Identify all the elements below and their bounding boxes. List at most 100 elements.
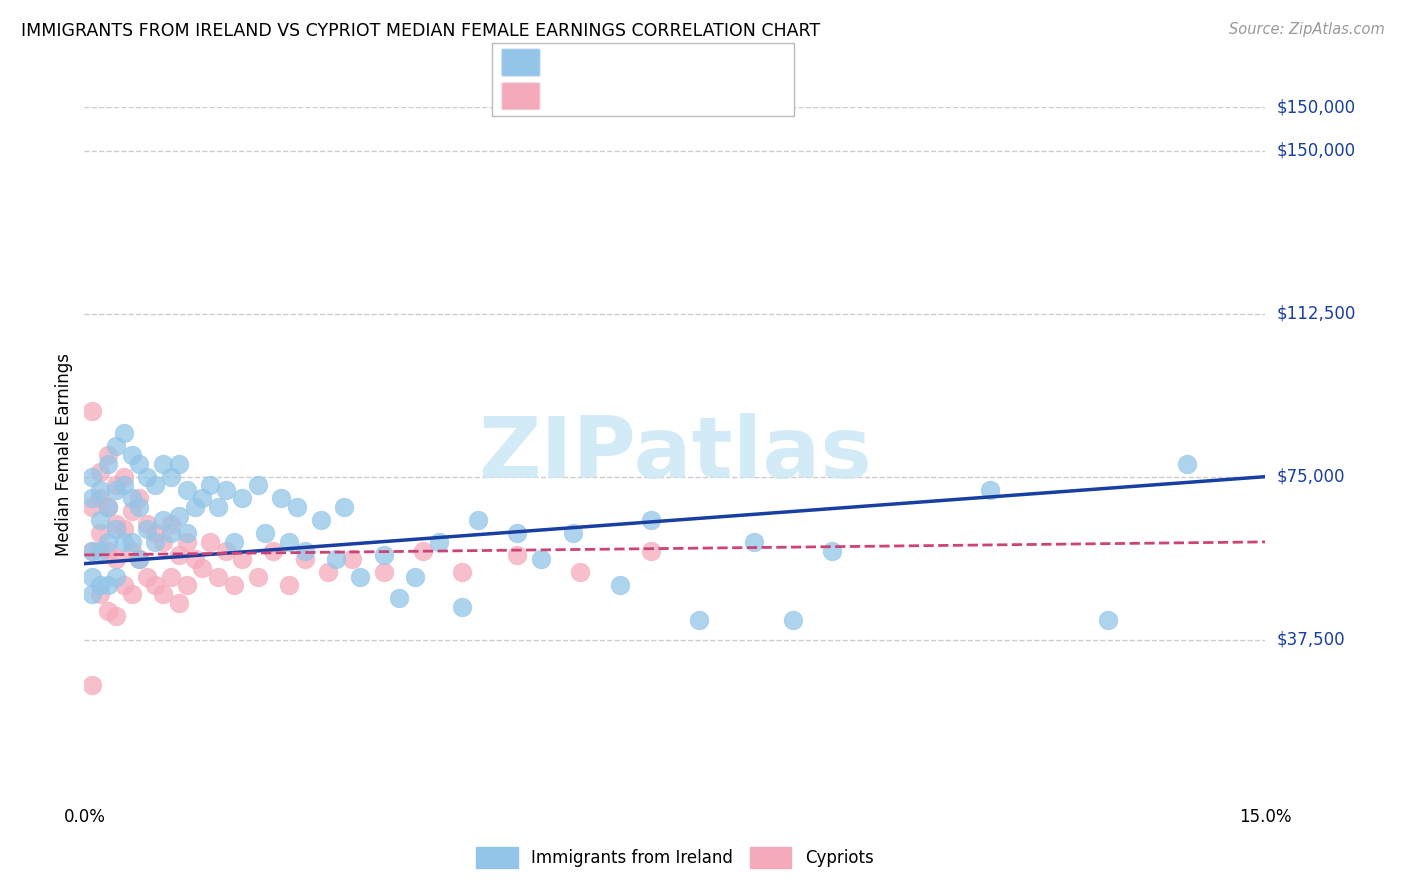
Point xyxy=(82,543,104,558)
Point xyxy=(325,552,347,566)
Point xyxy=(104,552,127,566)
Point xyxy=(176,578,198,592)
Point xyxy=(104,483,127,497)
Text: ZIPatlas: ZIPatlas xyxy=(478,413,872,497)
Point xyxy=(136,570,159,584)
Point xyxy=(97,500,120,514)
Point xyxy=(82,570,104,584)
Point xyxy=(152,535,174,549)
Point xyxy=(373,548,395,562)
Text: $37,500: $37,500 xyxy=(1277,631,1346,648)
Point xyxy=(112,578,135,592)
Text: N =: N = xyxy=(658,87,710,105)
Point xyxy=(640,513,662,527)
Point xyxy=(112,535,135,549)
Point xyxy=(278,535,301,549)
Point xyxy=(152,513,174,527)
Point xyxy=(979,483,1001,497)
Point xyxy=(427,535,450,549)
Point xyxy=(104,608,127,623)
Point xyxy=(688,613,710,627)
Point xyxy=(121,491,143,506)
Point xyxy=(128,491,150,506)
Point xyxy=(373,566,395,580)
Point xyxy=(506,548,529,562)
Point xyxy=(1097,613,1119,627)
Point xyxy=(821,543,844,558)
Point xyxy=(262,543,284,558)
Point xyxy=(254,526,277,541)
Point xyxy=(176,535,198,549)
Point xyxy=(152,587,174,601)
Point xyxy=(82,404,104,418)
Point xyxy=(349,570,371,584)
Point xyxy=(97,457,120,471)
Text: 0.017: 0.017 xyxy=(603,87,659,105)
Point xyxy=(285,500,308,514)
Point xyxy=(136,517,159,532)
Point xyxy=(104,517,127,532)
Point xyxy=(609,578,631,592)
Point xyxy=(412,543,434,558)
Point xyxy=(561,526,583,541)
Point xyxy=(97,448,120,462)
Point xyxy=(128,500,150,514)
Point xyxy=(467,513,489,527)
Point xyxy=(112,426,135,441)
Point xyxy=(121,587,143,601)
Point xyxy=(128,552,150,566)
Point xyxy=(167,548,190,562)
Point xyxy=(231,552,253,566)
Point xyxy=(388,591,411,606)
Point xyxy=(82,469,104,483)
Point xyxy=(160,469,183,483)
Point xyxy=(451,600,474,615)
Point xyxy=(97,578,120,592)
Point xyxy=(136,469,159,483)
Point xyxy=(309,513,332,527)
Point xyxy=(143,578,166,592)
Point xyxy=(160,570,183,584)
Point xyxy=(97,543,120,558)
Point xyxy=(121,448,143,462)
Point xyxy=(97,535,120,549)
Point xyxy=(152,457,174,471)
Point xyxy=(1175,457,1198,471)
Point xyxy=(340,552,363,566)
Point xyxy=(128,457,150,471)
Text: IMMIGRANTS FROM IRELAND VS CYPRIOT MEDIAN FEMALE EARNINGS CORRELATION CHART: IMMIGRANTS FROM IRELAND VS CYPRIOT MEDIA… xyxy=(21,22,820,40)
Point xyxy=(89,513,111,527)
Text: $75,000: $75,000 xyxy=(1277,467,1346,485)
Point xyxy=(569,566,592,580)
Point xyxy=(191,491,214,506)
Point xyxy=(530,552,553,566)
Point xyxy=(200,535,222,549)
Point xyxy=(167,596,190,610)
Point xyxy=(82,678,104,692)
Text: 57: 57 xyxy=(707,87,733,105)
Point xyxy=(222,535,245,549)
Point xyxy=(333,500,356,514)
Point xyxy=(191,561,214,575)
Text: R =: R = xyxy=(553,87,592,105)
Point xyxy=(176,526,198,541)
Point xyxy=(104,478,127,492)
Point xyxy=(97,605,120,619)
Text: $150,000: $150,000 xyxy=(1277,142,1355,160)
Point xyxy=(742,535,765,549)
Point xyxy=(89,483,111,497)
Point xyxy=(104,522,127,536)
Point xyxy=(222,578,245,592)
Legend: Immigrants from Ireland, Cypriots: Immigrants from Ireland, Cypriots xyxy=(470,841,880,874)
Point xyxy=(451,566,474,580)
Point xyxy=(404,570,426,584)
Point xyxy=(207,570,229,584)
Point xyxy=(167,457,190,471)
Text: 75: 75 xyxy=(707,54,733,71)
Text: Source: ZipAtlas.com: Source: ZipAtlas.com xyxy=(1229,22,1385,37)
Point xyxy=(167,508,190,523)
Point xyxy=(121,535,143,549)
Point xyxy=(215,543,238,558)
Point xyxy=(121,504,143,518)
Text: 0.169: 0.169 xyxy=(603,54,659,71)
